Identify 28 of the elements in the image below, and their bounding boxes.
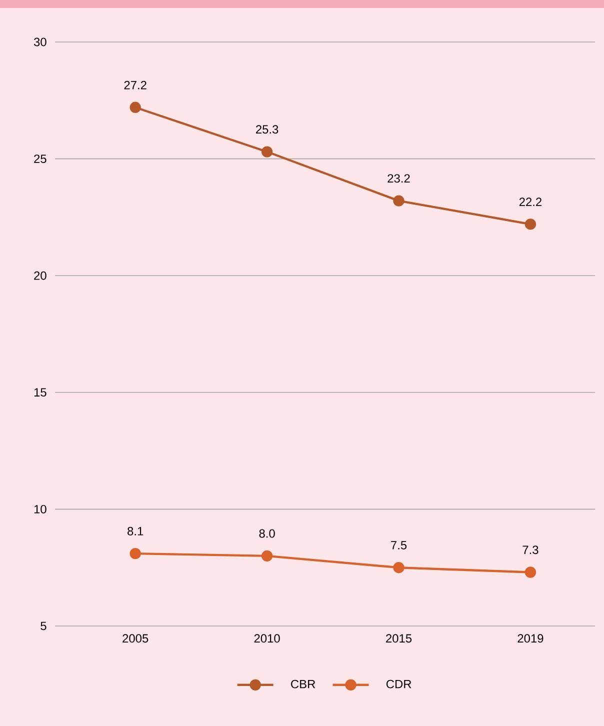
x-tick-label: 2015 [386,634,412,643]
point [261,146,273,158]
data-label: 27.2 [124,80,146,90]
point [524,566,536,578]
data-label: 8.0 [259,529,275,538]
data-label: 23.2 [388,174,410,183]
point [261,550,273,562]
y-tick-label: 5 [40,622,46,630]
x-tick-label: 2019 [518,634,544,643]
point [130,102,141,113]
legend-label: CBR [291,680,316,688]
x-tick-label: 2005 [122,634,148,643]
point [130,548,141,560]
point [393,562,404,574]
data-label: 7.5 [391,541,407,550]
y-tick-label: 30 [34,38,46,46]
legend-label: CDR [386,680,412,688]
point [393,195,404,206]
data-label: 7.3 [522,546,538,554]
y-tick-label: 25 [34,154,46,164]
y-tick-label: 20 [34,271,46,280]
point [524,218,536,230]
data-label: 22.2 [519,198,542,206]
y-tick-label: 15 [34,388,46,397]
x-tick-label: 2010 [254,634,280,643]
y-tick-label: 10 [34,504,46,514]
data-label: 8.1 [128,526,144,536]
data-label: 25.3 [256,125,278,134]
